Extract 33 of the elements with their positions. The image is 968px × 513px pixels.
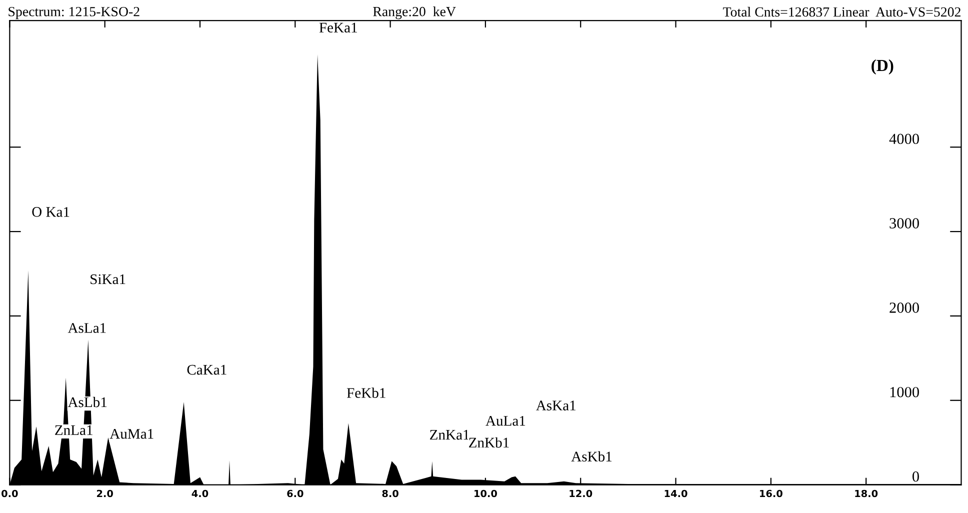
annotation: ZnLa1 — [55, 425, 92, 436]
x-tick-label: 2.0 — [96, 490, 113, 498]
y-tick-label: 1000 — [890, 386, 919, 398]
annotation: AsLb1 — [68, 396, 107, 408]
chart-subtitle: Range:20 keV — [373, 6, 456, 20]
annotation: FeKa1 — [319, 22, 357, 33]
x-tick-label: 4.0 — [192, 490, 208, 498]
annotation: SiKa1 — [90, 274, 126, 284]
x-tick-label: 10.0 — [474, 490, 497, 498]
x-tick-label: 18.0 — [855, 490, 878, 498]
y-tick-label: 0 — [912, 471, 919, 482]
annotation: (D) — [872, 59, 894, 75]
y-tick-label: 3000 — [890, 218, 919, 228]
x-tick-label: 8.0 — [382, 490, 398, 498]
x-tick-label: 16.0 — [760, 490, 782, 498]
annotation: AuLa1 — [486, 416, 526, 426]
y-tick-label: 4000 — [889, 134, 919, 144]
x-tick-label: 14.0 — [664, 490, 688, 498]
annotation: AsKa1 — [536, 400, 576, 410]
annotation: FeKb1 — [346, 388, 386, 398]
annotation: AuMa1 — [110, 428, 154, 439]
annotation: AsLa1 — [68, 323, 106, 333]
y-tick-label: 2000 — [890, 302, 919, 313]
annotation: CaKa1 — [187, 364, 226, 375]
annotation: AsKb1 — [571, 451, 612, 462]
x-tick-label: 12.0 — [570, 490, 592, 498]
chart-title: Spectrum: 1215-KSO-2 — [8, 6, 140, 20]
x-tick-label: 6.0 — [287, 490, 304, 498]
annotation: ZnKb1 — [469, 437, 509, 448]
annotation: ZnKa1 — [430, 430, 469, 440]
text: Total Cnts=126837 Linear Auto-VS=5202 — [723, 6, 960, 17]
annotation: O Ka1 — [32, 207, 70, 217]
x-tick-label: 0.0 — [2, 490, 18, 498]
